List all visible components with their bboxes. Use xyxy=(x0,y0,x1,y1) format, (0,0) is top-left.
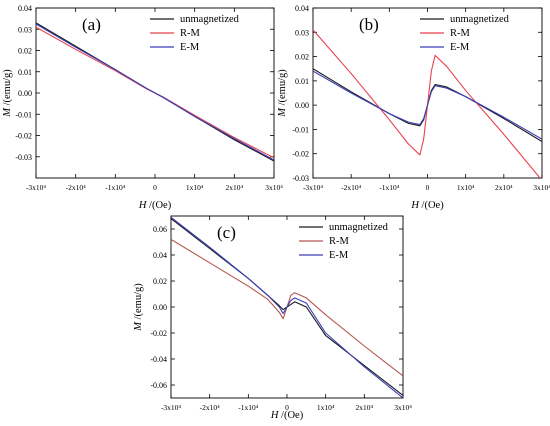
y-tick-label: -0.02 xyxy=(15,132,32,141)
y-tick-label: 0.04 xyxy=(18,4,32,13)
x-tick-label: -1x10⁴ xyxy=(379,183,399,192)
y-tick-label: -0.04 xyxy=(150,355,167,364)
series-line-e-m xyxy=(313,70,542,140)
y-tick-label: 0.02 xyxy=(153,277,167,286)
legend-entry: unmagnetized xyxy=(329,222,389,233)
x-tick-label: 3x10⁴ xyxy=(394,403,412,412)
series-line-e-m xyxy=(36,23,274,161)
y-tick-label: -0.02 xyxy=(150,329,167,338)
x-tick-label: 0 xyxy=(426,183,430,192)
y-tick-label: -0.06 xyxy=(150,381,167,390)
x-tick-label: 3x10⁴ xyxy=(265,183,283,192)
y-tick-label: -0.01 xyxy=(15,110,32,119)
x-tick-label: -3x10⁴ xyxy=(26,183,46,192)
y-tick-label: 0.02 xyxy=(18,47,32,56)
y-tick-label: -0.03 xyxy=(15,153,32,162)
x-tick-label: 3x10⁴ xyxy=(533,183,550,192)
y-tick-label: -0.03 xyxy=(292,174,309,183)
y-tick-label: 0.00 xyxy=(18,89,32,98)
y-axis-label: M /(emu/g) xyxy=(277,69,288,118)
x-tick-label: -3x10⁴ xyxy=(161,403,181,412)
series-line-e-m xyxy=(171,216,403,398)
x-tick-label: -1x10⁴ xyxy=(105,183,125,192)
x-tick-label: -2x10⁴ xyxy=(66,183,86,192)
y-tick-label: 0.01 xyxy=(295,77,309,86)
legend-entry: unmagnetized xyxy=(180,14,240,25)
y-tick-label: 0.04 xyxy=(295,4,309,13)
legend-entry: E-M xyxy=(329,250,349,261)
y-tick-label: 0.03 xyxy=(18,25,32,34)
y-tick-label: 0.02 xyxy=(295,53,309,62)
panel-label: (c) xyxy=(217,223,236,242)
panel-label: (a) xyxy=(82,15,101,34)
legend-entry: R-M xyxy=(329,236,350,247)
legend-entry: R-M xyxy=(450,28,471,39)
legend-entry: E-M xyxy=(450,42,470,53)
y-tick-label: 0.03 xyxy=(295,28,309,37)
x-axis-label: H /(Oe) xyxy=(270,410,304,421)
x-tick-label: 1x10⁴ xyxy=(317,403,335,412)
legend-entry: unmagnetized xyxy=(450,14,510,25)
x-tick-label: 2x10⁴ xyxy=(495,183,513,192)
chart-panel-1: -3x10⁴ -2x10⁴ -1x10⁴ 0 1x10⁴ 2x10⁴ 3x10⁴ -0.03 -… xyxy=(2,4,283,211)
x-tick-label: 1x10⁴ xyxy=(186,183,204,192)
x-tick-label: 0 xyxy=(285,403,289,412)
x-axis-label: H /(Oe) xyxy=(138,200,172,211)
x-tick-label: 0 xyxy=(153,183,157,192)
x-tick-label: 2x10⁴ xyxy=(226,183,244,192)
chart-panel-2: -3x10⁴ -2x10⁴ -1x10⁴ 0 1x10⁴ 2x10⁴ 3x10⁴ -0.03 -… xyxy=(277,4,550,211)
y-tick-label: 0.00 xyxy=(295,101,309,110)
y-axis-label: M /(emu/g) xyxy=(133,283,144,332)
x-axis-label: H /(Oe) xyxy=(410,200,444,211)
x-tick-label: 2x10⁴ xyxy=(356,403,374,412)
x-tick-label: -1x10⁴ xyxy=(238,403,258,412)
x-tick-label: 1x10⁴ xyxy=(457,183,475,192)
y-tick-label: 0.00 xyxy=(153,303,167,312)
y-tick-label: 0.06 xyxy=(153,225,167,234)
x-tick-label: -2x10⁴ xyxy=(341,183,361,192)
y-tick-label: -0.02 xyxy=(292,150,309,159)
panel-label: (b) xyxy=(359,15,379,34)
legend-entry: R-M xyxy=(180,28,201,39)
x-tick-label: -3x10⁴ xyxy=(303,183,323,192)
chart-panel-3: -3x10⁴ -2x10⁴ -1x10⁴ 0 1x10⁴ 2x10⁴ 3x10⁴ -0.06 -… xyxy=(133,215,412,421)
y-tick-label: -0.01 xyxy=(292,125,309,134)
x-tick-label: -2x10⁴ xyxy=(200,403,220,412)
y-tick-label: 0.01 xyxy=(18,68,32,77)
legend-entry: E-M xyxy=(180,42,200,53)
y-axis-label: M /(emu/g) xyxy=(2,69,13,118)
y-tick-label: 0.04 xyxy=(153,251,167,260)
